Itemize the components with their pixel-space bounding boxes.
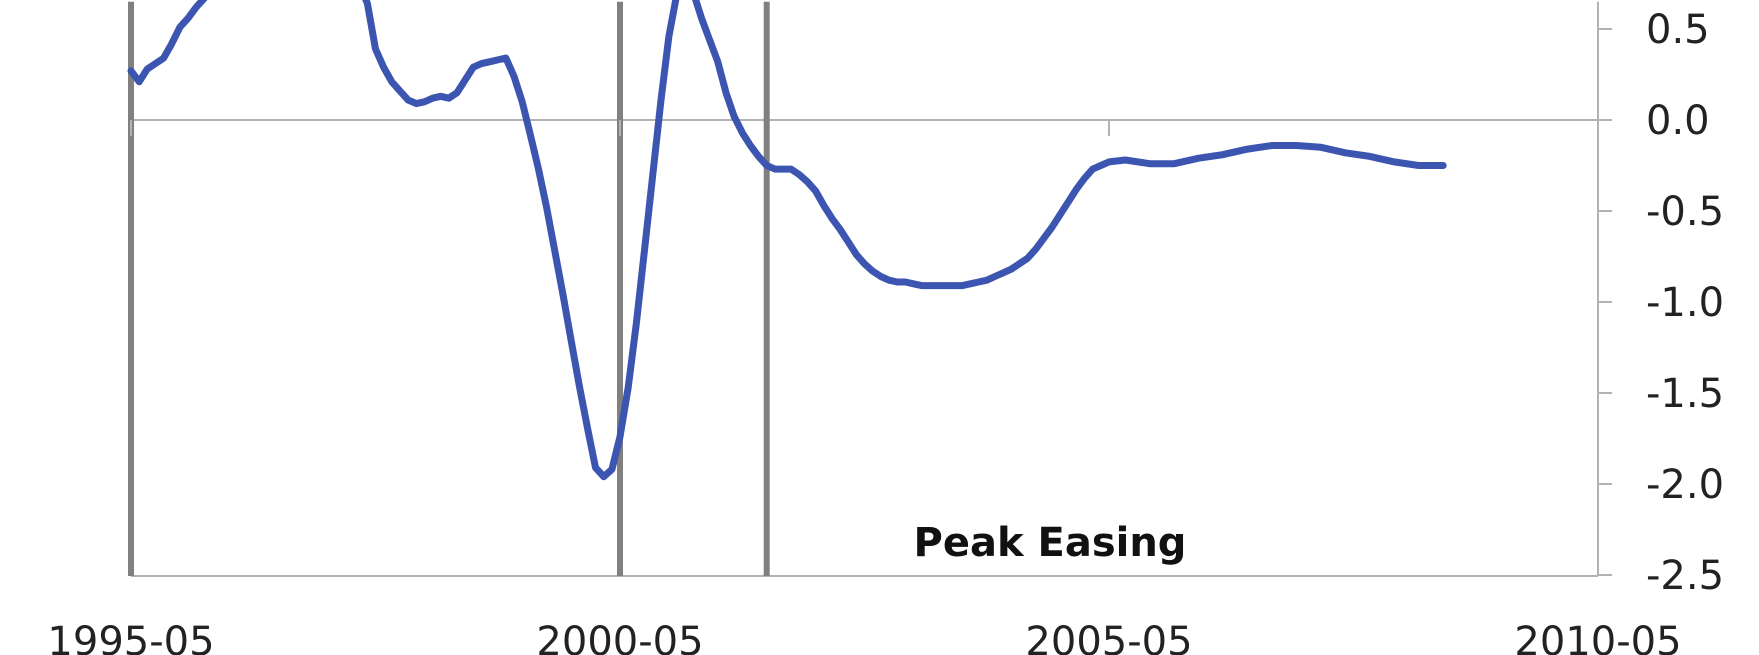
y-tick-label: -0.5 bbox=[1646, 189, 1724, 235]
peak-easing-annotation: Peak Easing bbox=[914, 520, 1187, 566]
y-tick-label: -1.5 bbox=[1646, 371, 1724, 417]
series-line bbox=[127, 0, 1447, 481]
x-tick-label: 2005-05 bbox=[1025, 619, 1192, 655]
vertical-markers bbox=[128, 1, 770, 576]
plot-frame bbox=[131, 1, 1599, 577]
y-axis-ticks: 0.5 0.0 -0.5 -1.0 -1.5 -2.0 -2.5 bbox=[1598, 7, 1724, 599]
y-tick-label: -2.5 bbox=[1646, 553, 1724, 599]
y-tick-label: -1.0 bbox=[1646, 280, 1724, 326]
y-tick-label: 0.5 bbox=[1646, 7, 1710, 53]
x-tick-label: 1995-05 bbox=[47, 619, 214, 655]
x-tick-label: 2010-05 bbox=[1514, 619, 1681, 655]
y-tick-label: -2.0 bbox=[1646, 462, 1724, 508]
x-axis-ticks: 1995-05 2000-05 2005-05 2010-05 bbox=[47, 120, 1682, 655]
x-tick-label: 2000-05 bbox=[536, 619, 703, 655]
series-layer bbox=[127, 0, 1447, 481]
y-tick-label: 0.0 bbox=[1646, 98, 1710, 144]
